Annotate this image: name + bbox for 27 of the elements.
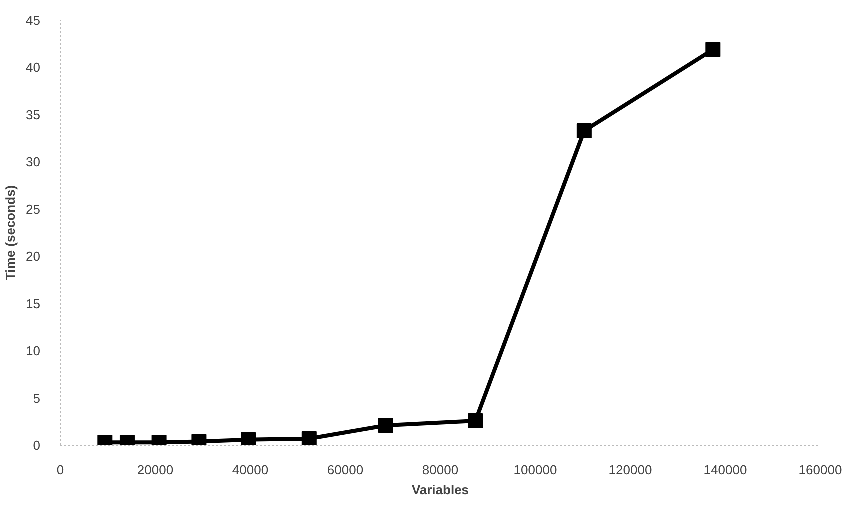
y-tick-label: 35 (26, 107, 41, 122)
x-axis-title: Variables (412, 482, 470, 498)
x-tick-label: 40000 (232, 462, 269, 478)
y-tick-label: 25 (26, 202, 41, 217)
y-tick-label: 45 (26, 13, 41, 28)
y-tick-label: 0 (33, 438, 41, 453)
x-tick-label: 160000 (798, 462, 842, 478)
y-tick-label: 5 (33, 390, 41, 406)
x-tick-label: 20000 (137, 462, 174, 478)
y-axis-title: Time (seconds) (3, 185, 18, 281)
x-tick-label: 120000 (608, 462, 652, 478)
y-tick-label: 15 (26, 296, 41, 312)
point (468, 413, 484, 428)
y-tick-label: 10 (26, 344, 41, 359)
x-tick-label: 0 (56, 462, 64, 478)
x-tick-label: 80000 (422, 462, 459, 478)
point (241, 432, 256, 446)
x-tick-label: 100000 (514, 462, 558, 478)
point (302, 431, 317, 446)
y-tick-label: 40 (26, 60, 41, 76)
x-tick-label: 60000 (327, 462, 364, 478)
x-tick-label: 140000 (704, 462, 748, 478)
point (378, 418, 394, 434)
y-tick-label: 30 (26, 154, 41, 170)
y-tick-label: 20 (26, 249, 41, 264)
point (706, 42, 721, 58)
point (576, 124, 592, 138)
